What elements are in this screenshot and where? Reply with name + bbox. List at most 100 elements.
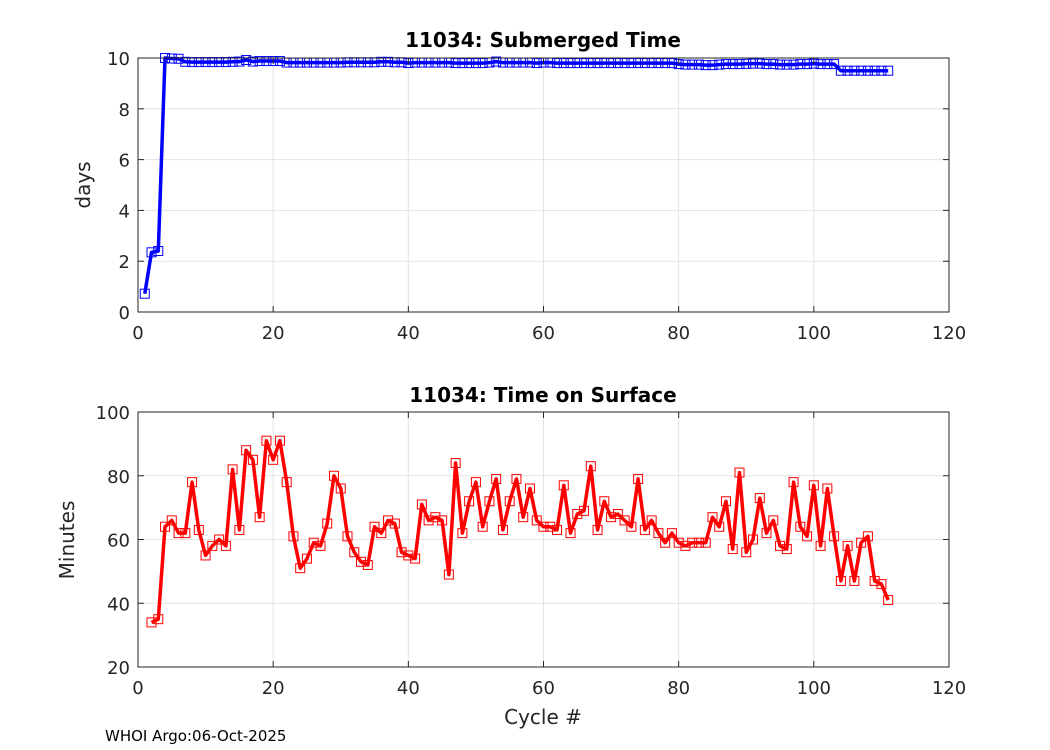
surface-time-point	[220, 540, 231, 551]
surface-time-point	[788, 477, 799, 488]
submerged-time-point	[376, 56, 387, 67]
surface-time-point	[822, 483, 833, 494]
surface-time-point	[180, 528, 191, 539]
submerged-time-series	[139, 53, 894, 299]
surface-time-point	[511, 473, 522, 484]
surface-time-point	[403, 550, 414, 561]
surface-time-point	[802, 531, 813, 542]
surface-time-point	[538, 521, 549, 532]
submerged-time-ytick-label: 8	[119, 100, 130, 121]
submerged-time-point	[234, 56, 245, 67]
submerged-time-point	[802, 59, 813, 70]
submerged-time-point	[822, 59, 833, 70]
submerged-time-point	[754, 58, 765, 69]
submerged-time-point	[227, 56, 238, 67]
submerged-time-point	[612, 58, 623, 69]
surface-time-point	[146, 617, 157, 628]
submerged-time-point	[470, 58, 481, 69]
surface-time-ytick-label: 40	[107, 594, 130, 615]
surface-time-point	[869, 575, 880, 586]
submerged-time-point	[768, 59, 779, 70]
surface-time-xtick-label: 80	[667, 678, 690, 699]
surface-time-point	[531, 515, 542, 526]
submerged-time-point	[247, 56, 258, 67]
submerged-time-point	[558, 58, 569, 69]
surface-time-point	[410, 553, 421, 564]
submerged-time-ytick-label: 0	[119, 303, 130, 324]
surface-time-point	[376, 528, 387, 539]
submerged-time-point	[862, 65, 873, 76]
submerged-time-xtick-label: 20	[262, 323, 285, 344]
surface-time-point	[524, 483, 535, 494]
submerged-time-ticks: 0 20 40 60 80 100 120 0 2 4 6 8 10	[107, 49, 966, 344]
surface-time-point	[619, 515, 630, 526]
surface-time-point	[423, 515, 434, 526]
surface-time-point	[349, 547, 360, 558]
surface-time-point	[491, 473, 502, 484]
submerged-time-point	[139, 288, 150, 299]
surface-time-point	[342, 531, 353, 542]
submerged-time-point	[450, 58, 461, 69]
surface-time-point	[815, 540, 826, 551]
submerged-time-title: 11034: Submerged Time	[405, 28, 681, 52]
surface-time-point	[295, 563, 306, 574]
submerged-time-point	[383, 56, 394, 67]
surface-time-point	[518, 512, 529, 523]
surface-time-point	[274, 435, 285, 446]
surface-time-point	[862, 531, 873, 542]
submerged-time-point	[646, 58, 657, 69]
surface-time-point	[653, 528, 664, 539]
submerged-time-point	[727, 59, 738, 70]
surface-time-point	[673, 537, 684, 548]
surface-time-point	[579, 505, 590, 516]
submerged-time-point	[639, 58, 650, 69]
surface-time-point	[558, 480, 569, 491]
surface-time-point	[687, 537, 698, 548]
surface-time-xtick-label: 20	[262, 678, 285, 699]
surface-time-point	[639, 524, 650, 535]
surface-time-point	[200, 550, 211, 561]
surface-time-point	[281, 477, 292, 488]
surface-time-point	[247, 454, 258, 465]
surface-time-point	[450, 458, 461, 468]
surface-time-point	[268, 454, 279, 465]
submerged-time-xtick-label: 60	[532, 323, 555, 344]
surface-time-point	[748, 534, 759, 545]
submerged-time-point	[700, 60, 711, 71]
submerged-time-point	[565, 58, 576, 69]
submerged-time-point	[660, 58, 671, 69]
surface-time-point	[241, 445, 252, 456]
submerged-time-point	[457, 58, 468, 69]
surface-time-title: 11034: Time on Surface	[409, 383, 676, 407]
surface-time-point	[234, 524, 245, 535]
surface-time-point	[362, 560, 373, 570]
surface-time-point	[585, 461, 596, 472]
submerged-time-point	[254, 56, 265, 67]
submerged-time-point	[775, 59, 786, 70]
surface-time-point	[592, 524, 603, 535]
submerged-time-xtick-label: 40	[397, 323, 420, 344]
submerged-time-point	[781, 59, 792, 70]
submerged-time-point	[815, 59, 826, 70]
surface-time-point	[214, 534, 225, 545]
surface-time-point	[606, 512, 617, 523]
surface-time-xlabel: Cycle #	[504, 705, 582, 729]
surface-time-point	[396, 547, 407, 558]
surface-time-xtick-label: 0	[132, 678, 143, 699]
submerged-time-point	[592, 58, 603, 69]
surface-time-point	[693, 537, 704, 548]
submerged-time-ylabel: days	[71, 161, 95, 208]
surface-time-point	[254, 512, 265, 523]
surface-time-point	[795, 521, 806, 532]
submerged-time-grid	[137, 57, 950, 313]
surface-time-point	[328, 470, 339, 481]
surface-time-point	[660, 537, 671, 548]
surface-time-point	[754, 493, 765, 504]
submerged-time-xtick-label: 100	[797, 323, 831, 344]
submerged-time-line	[143, 56, 889, 294]
surface-time-point	[470, 477, 481, 488]
surface-time-point	[808, 480, 819, 491]
